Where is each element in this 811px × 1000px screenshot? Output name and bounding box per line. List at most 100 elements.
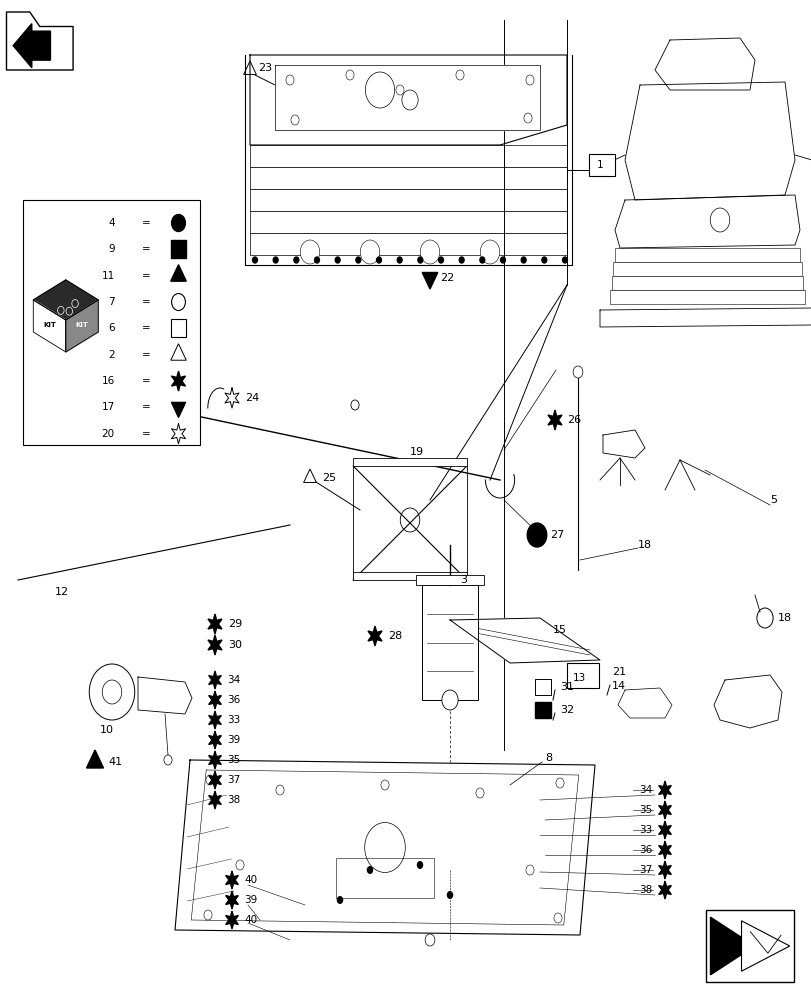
Polygon shape [171,371,186,391]
Text: =: = [142,244,151,254]
Text: 40: 40 [244,875,257,885]
Bar [609,290,804,304]
Text: 38: 38 [227,795,240,805]
Text: 33: 33 [639,825,652,835]
Bar [421,585,478,700]
Bar [353,572,466,580]
Text: 3: 3 [460,575,466,585]
Polygon shape [208,791,221,809]
Bar [250,211,566,233]
Text: =: = [142,376,151,386]
Polygon shape [208,635,221,655]
Bar [534,702,551,718]
Circle shape [459,257,464,263]
Text: 40: 40 [244,915,257,925]
Text: 38: 38 [639,885,652,895]
Polygon shape [547,410,561,430]
Text: =: = [142,350,151,360]
Polygon shape [599,308,811,327]
Bar [23,200,200,445]
Text: 5: 5 [769,495,776,505]
Polygon shape [713,675,781,728]
Polygon shape [603,430,644,458]
Text: 39: 39 [244,895,257,905]
Text: 35: 35 [227,755,240,765]
Polygon shape [710,917,753,975]
Circle shape [479,257,484,263]
Text: =: = [142,297,151,307]
Bar [353,458,466,466]
Bar [336,858,433,898]
Circle shape [355,257,360,263]
Polygon shape [33,280,98,320]
Polygon shape [740,921,789,971]
Text: 15: 15 [552,625,566,635]
Polygon shape [367,626,381,646]
Circle shape [360,240,380,264]
Text: 16: 16 [101,376,114,386]
Text: 41: 41 [108,757,122,767]
FancyBboxPatch shape [589,154,615,176]
Text: 8: 8 [544,753,551,763]
Polygon shape [175,760,594,935]
Text: 32: 32 [560,705,573,715]
Bar [706,910,793,982]
Bar [611,276,802,290]
Bar [250,167,566,189]
Text: 37: 37 [227,775,240,785]
Polygon shape [170,265,186,281]
Circle shape [300,240,320,264]
Text: 36: 36 [639,845,652,855]
Bar [250,233,566,255]
Polygon shape [208,691,221,709]
Circle shape [294,257,298,263]
Circle shape [479,240,499,264]
Text: 36: 36 [227,695,240,705]
Polygon shape [658,841,671,859]
Bar [612,262,800,276]
Text: 2: 2 [108,350,114,360]
Circle shape [337,896,343,904]
Bar [566,663,599,688]
Text: =: = [142,271,151,281]
Text: 4: 4 [108,218,114,228]
Circle shape [416,861,423,869]
Polygon shape [449,618,599,663]
Polygon shape [208,614,221,634]
Polygon shape [658,881,671,899]
Circle shape [441,690,457,710]
Text: 20: 20 [101,429,114,439]
Text: =: = [142,429,151,439]
Text: 24: 24 [245,393,259,403]
Polygon shape [225,911,238,929]
Text: =: = [142,323,151,333]
Circle shape [541,257,546,263]
Text: 34: 34 [639,785,652,795]
Text: KIT: KIT [43,322,56,328]
Polygon shape [208,671,221,689]
Polygon shape [658,801,671,819]
Polygon shape [658,861,671,879]
Circle shape [562,257,567,263]
Text: 35: 35 [639,805,652,815]
Circle shape [272,257,277,263]
Text: 22: 22 [440,273,453,283]
Text: =: = [142,402,151,412]
Text: KIT: KIT [75,322,88,328]
Text: 18: 18 [637,540,651,550]
Bar [614,248,799,262]
Text: 37: 37 [639,865,652,875]
Polygon shape [13,24,50,68]
Circle shape [418,257,423,263]
Polygon shape [208,751,221,769]
Polygon shape [225,891,238,909]
Polygon shape [33,300,66,352]
Polygon shape [422,273,437,289]
Circle shape [335,257,340,263]
Text: 7: 7 [108,297,114,307]
Text: =: = [142,218,151,228]
Text: 19: 19 [410,447,423,457]
Text: 26: 26 [566,415,581,425]
Text: 18: 18 [777,613,792,623]
Circle shape [526,523,546,547]
